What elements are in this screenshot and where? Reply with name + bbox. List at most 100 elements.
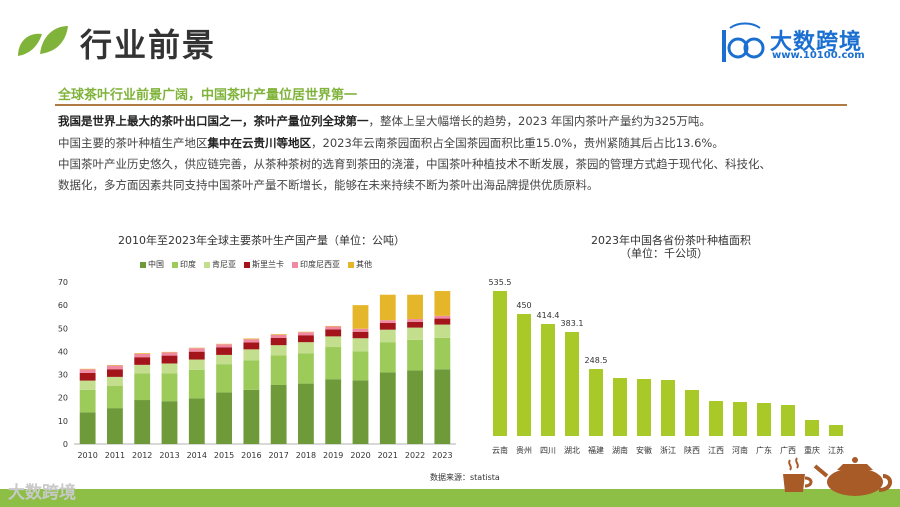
province-label: 河南 bbox=[732, 446, 748, 455]
y-tick-label: 30 bbox=[58, 371, 68, 380]
bar-segment-2012-印度 bbox=[134, 373, 151, 401]
bar-segment-2015-肯尼亚 bbox=[216, 354, 232, 365]
bar-segment-2022-中国 bbox=[407, 370, 423, 444]
brand-url: www.10100.com bbox=[772, 50, 865, 61]
bar-segment-2021-其他 bbox=[379, 294, 396, 321]
brand-mark-icon bbox=[722, 22, 765, 62]
province-bar-福建 bbox=[589, 368, 603, 436]
x-tick-label: 2022 bbox=[405, 451, 425, 460]
province-label: 江苏 bbox=[828, 446, 844, 455]
province-label: 陕西 bbox=[684, 446, 700, 455]
y-tick-label: 40 bbox=[58, 347, 68, 356]
province-area-bar-chart: 云南 535.5 贵州 450 四川 414.4 湖北 383.1 福建 248.5 湖南 安徽 浙江陕… bbox=[488, 256, 848, 456]
x-tick-label: 2016 bbox=[241, 451, 261, 460]
bar-segment-2023-中国 bbox=[434, 369, 451, 444]
province-label: 浙江 bbox=[660, 446, 676, 455]
bar-segment-2018-印度 bbox=[298, 353, 314, 384]
bar-segment-2020-其他 bbox=[352, 305, 369, 329]
x-tick-label: 2018 bbox=[296, 451, 316, 460]
teapot-icon bbox=[783, 457, 892, 496]
bar-segment-2012-斯里兰卡 bbox=[134, 357, 151, 365]
bar-segment-2011-中国 bbox=[107, 408, 123, 444]
province-label: 安徽 bbox=[636, 446, 652, 455]
bar-segment-2019-中国 bbox=[325, 379, 342, 444]
x-tick-label: 2011 bbox=[105, 451, 125, 460]
paragraph-1: 我国是世界上最大的茶叶出口国之一，茶叶产量位列全球第一，整体上呈大幅增长的趋势，… bbox=[58, 114, 858, 128]
bar-segment-2019-印度尼西亚 bbox=[325, 326, 342, 330]
bar-segment-2013-肯尼亚 bbox=[161, 363, 178, 374]
paragraph-2-bold: 集中在云贵川等地区 bbox=[207, 136, 312, 150]
province-value-label: 450 bbox=[516, 300, 532, 310]
chart2-subtitle: （单位：千公顷） bbox=[620, 247, 708, 260]
bar-segment-2014-斯里兰卡 bbox=[188, 351, 205, 360]
province-bar-安徽 bbox=[637, 379, 651, 436]
bar-segment-2020-斯里兰卡 bbox=[352, 331, 369, 339]
province-label: 重庆 bbox=[804, 446, 820, 455]
x-tick-label: 2017 bbox=[268, 451, 288, 460]
paragraph-2: 中国主要的茶叶种植生产地区集中在云贵川等地区，2023年云南茶园面积占全国茶园面… bbox=[58, 136, 858, 150]
y-tick-label: 10 bbox=[58, 417, 68, 426]
bar-segment-2010-印度尼西亚 bbox=[79, 369, 96, 373]
brand-logo: 大数跨境 www.10100.com bbox=[718, 22, 878, 66]
province-bar-广东 bbox=[757, 403, 771, 436]
footer-logo: 大数跨境 bbox=[8, 483, 76, 503]
province-label: 贵州 bbox=[516, 446, 532, 455]
bar-segment-2019-斯里兰卡 bbox=[325, 329, 342, 337]
bar-segment-2017-中国 bbox=[270, 384, 287, 444]
province-bar-云南 bbox=[493, 290, 507, 436]
bar-segment-2017-斯里兰卡 bbox=[270, 338, 287, 346]
bar-segment-2020-中国 bbox=[352, 380, 369, 444]
province-label: 四川 bbox=[540, 446, 556, 455]
paragraph-2-a: 中国主要的茶叶种植生产地区 bbox=[58, 136, 208, 150]
legend-label: 印度尼西亚 bbox=[300, 260, 340, 269]
bar-segment-2016-其他 bbox=[243, 338, 260, 340]
bar-segment-2021-肯尼亚 bbox=[379, 329, 396, 343]
province-label: 湖北 bbox=[564, 446, 580, 455]
bar-segment-2019-肯尼亚 bbox=[325, 336, 342, 348]
province-value-label: 383.1 bbox=[560, 319, 584, 329]
province-bar-湖北 bbox=[565, 332, 579, 436]
x-tick-label: 2023 bbox=[432, 451, 452, 460]
paragraph-2-b: ，2023年云南茶园面积占全国茶园面积比重15.0%，贵州紧随其后占比13.6%… bbox=[311, 136, 724, 150]
province-value-label: 535.5 bbox=[488, 277, 512, 287]
x-tick-label: 2010 bbox=[77, 451, 97, 460]
bar-segment-2022-肯尼亚 bbox=[407, 327, 423, 340]
bar-segment-2014-印度 bbox=[188, 369, 205, 399]
bar-segment-2012-其他 bbox=[134, 353, 151, 354]
bar-segment-2013-印度尼西亚 bbox=[161, 352, 178, 356]
bar-segment-2016-肯尼亚 bbox=[243, 349, 260, 361]
paragraph-1-bold-a: 我国是世界上最大的茶叶出口国之一， bbox=[58, 114, 254, 128]
bar-segment-2021-斯里兰卡 bbox=[379, 322, 396, 330]
x-tick-label: 2014 bbox=[187, 451, 207, 460]
province-bar-河南 bbox=[733, 402, 747, 436]
bar-segment-2015-印度尼西亚 bbox=[216, 344, 232, 348]
province-bar-浙江 bbox=[661, 379, 675, 436]
bar-segment-2022-印度尼西亚 bbox=[407, 319, 423, 322]
page-title: 行业前景 bbox=[80, 26, 217, 64]
province-label: 湖南 bbox=[612, 446, 628, 455]
province-bar-广西 bbox=[781, 404, 795, 436]
bar-segment-2015-印度 bbox=[216, 364, 232, 393]
x-tick-label: 2012 bbox=[132, 451, 152, 460]
divider bbox=[55, 104, 847, 106]
bar-segment-2016-印度尼西亚 bbox=[243, 339, 260, 343]
bar-segment-2020-印度尼西亚 bbox=[352, 328, 369, 332]
bar-segment-2017-肯尼亚 bbox=[270, 345, 287, 356]
province-bar-江西 bbox=[709, 400, 723, 436]
paragraph-1-rest: ，整体上呈大幅增长的趋势，2023 年国内茶叶产量约为325万吨。 bbox=[368, 114, 711, 128]
province-label: 江西 bbox=[708, 446, 724, 455]
bar-segment-2022-斯里兰卡 bbox=[407, 321, 423, 328]
y-tick-label: 0 bbox=[63, 440, 68, 449]
bar-segment-2018-斯里兰卡 bbox=[298, 335, 314, 343]
bar-segment-2016-斯里兰卡 bbox=[243, 342, 260, 350]
x-tick-label: 2020 bbox=[350, 451, 370, 460]
bar-segment-2017-印度尼西亚 bbox=[270, 334, 287, 339]
bar-segment-2014-中国 bbox=[188, 398, 205, 444]
bar-segment-2012-肯尼亚 bbox=[134, 364, 151, 374]
footer-bar bbox=[0, 489, 900, 507]
bar-segment-2019-印度 bbox=[325, 347, 342, 380]
legend-label: 其他 bbox=[356, 260, 372, 269]
bar-segment-2012-中国 bbox=[134, 400, 151, 444]
chart1-legend: 中国 印度 肯尼亚 斯里兰卡 印度尼西亚 其他 bbox=[140, 259, 372, 270]
bar-segment-2020-印度 bbox=[352, 351, 369, 381]
